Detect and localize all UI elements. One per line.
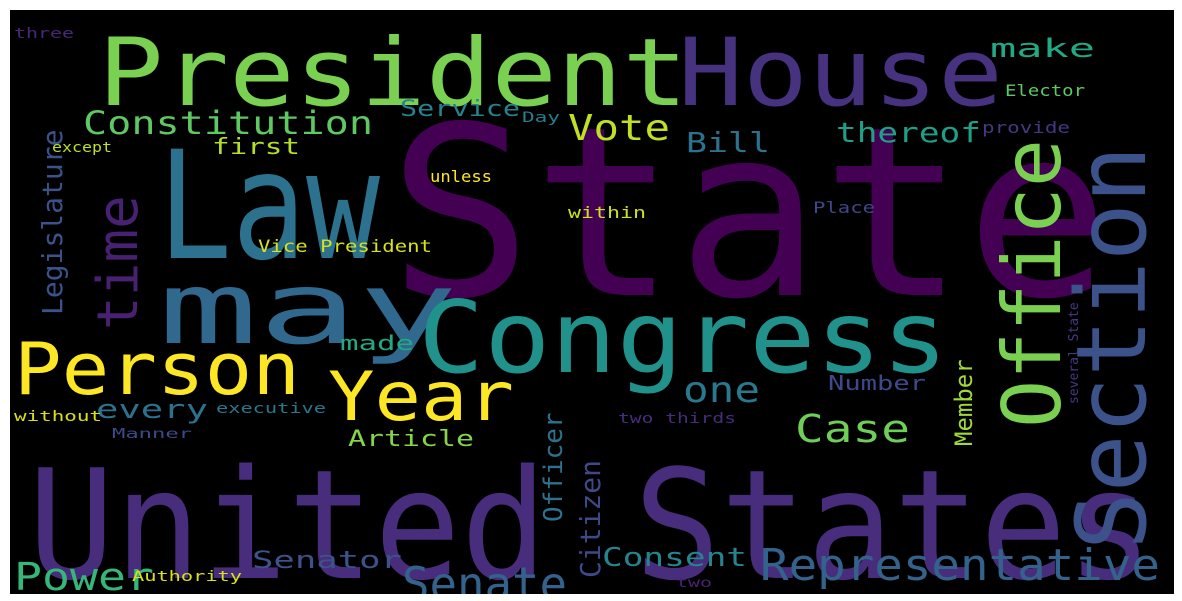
word-citizen: Citizen	[574, 460, 607, 578]
word-member: Member	[950, 359, 978, 446]
word-three: three	[14, 26, 74, 42]
word-officer: Officer	[539, 412, 569, 522]
word-vice-president: Vice President	[258, 237, 432, 257]
word-state: State	[388, 76, 1110, 351]
word-person: Person	[14, 327, 300, 411]
word-time: time	[86, 195, 151, 330]
word-cloud: State United States President House Law may Co…	[10, 10, 1174, 594]
word-constitution: Constitution	[83, 104, 373, 142]
word-article: Article	[348, 427, 474, 452]
word-authority: Authority	[132, 569, 242, 585]
word-power: Power	[14, 555, 154, 594]
word-consent: Consent	[602, 543, 747, 573]
word-may: may	[158, 250, 458, 367]
word-number: Number	[828, 371, 926, 395]
word-united-states: United States	[28, 437, 1153, 594]
word-section: Section	[1056, 145, 1168, 550]
word-unless: unless	[430, 167, 492, 186]
word-except: except	[52, 140, 112, 156]
word-thereof: thereof	[836, 116, 981, 149]
word-without: without	[14, 409, 102, 425]
word-year: Year	[328, 358, 514, 437]
word-day: Day	[522, 110, 560, 126]
word-service: Service	[400, 97, 520, 122]
word-place: Place	[813, 198, 875, 217]
word-representative: Representative	[760, 540, 1160, 591]
word-house: House	[678, 19, 1003, 128]
word-executive: executive	[216, 401, 326, 417]
word-provide: provide	[982, 118, 1070, 137]
word-case: Case	[795, 407, 910, 451]
word-elector: Elector	[1005, 81, 1085, 100]
word-office: Office	[986, 139, 1079, 428]
word-two: two	[676, 576, 712, 591]
word-vote: Vote	[568, 108, 670, 149]
word-made: made	[340, 331, 414, 355]
word-one: one	[683, 370, 760, 411]
word-first: first	[212, 135, 300, 160]
word-senator: Senator	[252, 546, 402, 574]
word-president: President	[98, 19, 688, 128]
word-two-thirds: two thirds	[618, 411, 736, 427]
word-several-state: several State	[1067, 302, 1082, 404]
word-legislature: Legislature	[36, 130, 69, 315]
word-make: make	[990, 34, 1095, 64]
word-senate: Senate	[402, 557, 567, 594]
word-congress: Congress	[418, 279, 948, 396]
word-within: within	[568, 203, 646, 222]
word-every: every	[96, 395, 208, 425]
word-bill: Bill	[686, 126, 770, 159]
word-law: Law	[158, 120, 381, 294]
word-manner: Manner	[112, 427, 192, 442]
